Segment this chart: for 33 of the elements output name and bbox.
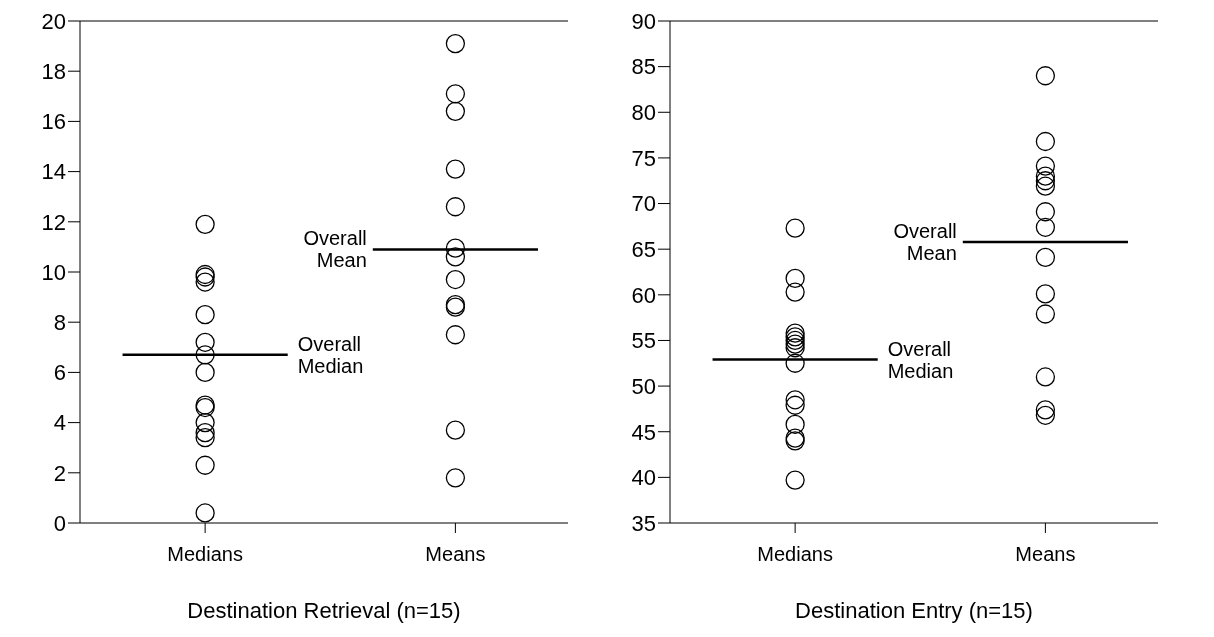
- y-tick-label: 18: [41, 59, 66, 85]
- ref-line-label: Overall Mean: [303, 227, 367, 272]
- y-tick-label: 55: [631, 328, 656, 354]
- y-tick-label: 12: [41, 209, 66, 235]
- y-tick-label: 80: [631, 100, 656, 126]
- y-tick-label: 20: [41, 8, 66, 34]
- y-tick-label: 8: [53, 310, 66, 336]
- y-tick-label: 16: [41, 109, 66, 135]
- y-tick-label: 10: [41, 259, 66, 285]
- y-tick-label: 35: [631, 510, 656, 536]
- y-tick-label: 70: [631, 191, 656, 217]
- ref-line-label: Overall Median: [887, 337, 954, 382]
- y-tick-label: 40: [631, 465, 656, 491]
- x-tick-label: Means: [1015, 543, 1076, 566]
- y-tick-label: 65: [631, 236, 656, 262]
- y-tick-label: 85: [631, 54, 656, 80]
- y-tick-label: 0: [53, 510, 66, 536]
- x-axis-title: Destination Retrieval (n=15): [187, 598, 461, 623]
- y-tick-label: 75: [631, 145, 656, 171]
- ref-line-label: Overall Mean: [893, 219, 957, 264]
- y-tick-label: 45: [631, 419, 656, 445]
- x-tick-label: Medians: [167, 543, 243, 566]
- y-tick-label: 4: [53, 410, 66, 436]
- ref-line-label: Overall Median: [297, 332, 364, 377]
- x-tick-label: Medians: [757, 543, 833, 566]
- y-tick-label: 6: [53, 360, 66, 386]
- y-tick-label: 14: [41, 159, 66, 185]
- y-tick-label: 2: [53, 460, 66, 486]
- x-axis-title: Destination Entry (n=15): [795, 598, 1033, 623]
- x-tick-label: Means: [425, 543, 486, 566]
- y-tick-label: 90: [631, 8, 656, 34]
- y-tick-label: 50: [631, 373, 656, 399]
- y-tick-label: 60: [631, 282, 656, 308]
